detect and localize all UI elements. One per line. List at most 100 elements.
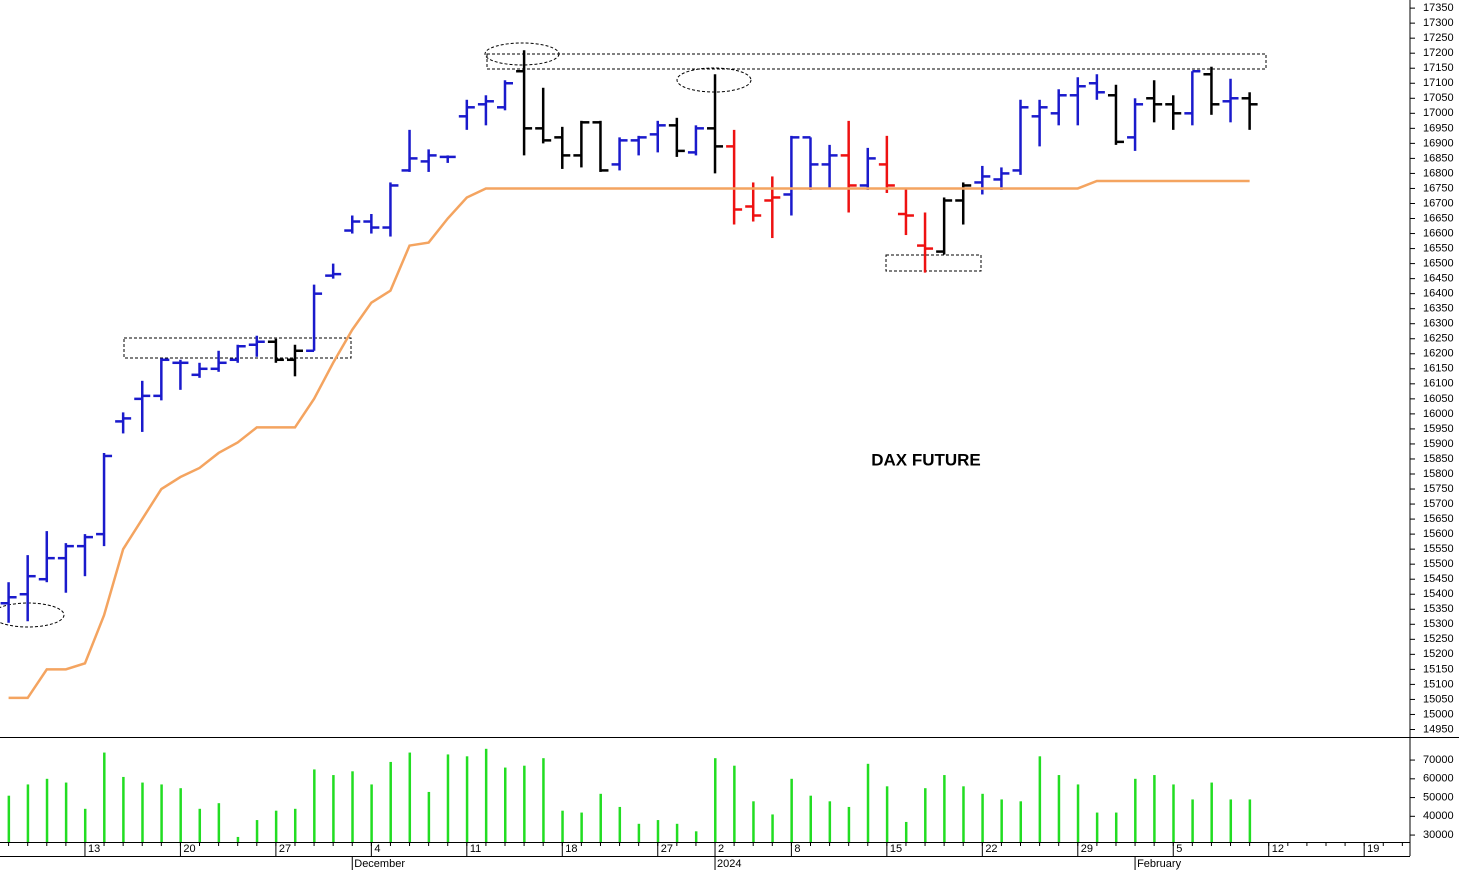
x-tick-label: 4 <box>374 843 380 855</box>
volume-bar <box>637 823 641 842</box>
volume-bar <box>236 836 240 842</box>
volume-bar <box>580 812 583 842</box>
volume-bar <box>771 814 774 842</box>
y-tick-label: 15750 <box>1423 483 1454 495</box>
y-tick-label: 15350 <box>1423 603 1454 615</box>
y-tick-label: 16400 <box>1423 288 1454 300</box>
y-tick-label: 17050 <box>1423 92 1454 104</box>
annotation-box <box>486 53 1267 70</box>
volume-bar <box>904 821 908 842</box>
y-tick-label: 15700 <box>1423 498 1454 510</box>
y-tick-label: 16550 <box>1423 242 1454 254</box>
volume-bar <box>1153 775 1156 842</box>
volume-bar <box>675 823 679 842</box>
y-tick-label: 17250 <box>1423 32 1454 44</box>
y-tick-label: 17300 <box>1423 17 1454 29</box>
y-tick-label: 50000 <box>1423 791 1454 803</box>
volume-bar <box>293 808 297 842</box>
y-tick-label: 16800 <box>1423 167 1454 179</box>
volume-bar <box>542 758 545 842</box>
x-tick-label: 27 <box>661 843 673 855</box>
volume-bar <box>714 758 717 842</box>
x-tick-label: 5 <box>1176 843 1182 855</box>
volume-bar <box>885 786 889 842</box>
volume-bar <box>523 765 526 842</box>
volume-bar <box>809 795 812 842</box>
volume-bar <box>313 769 316 842</box>
volume-bar <box>64 782 68 842</box>
volume-bar <box>160 784 163 842</box>
volume-bar <box>484 748 488 842</box>
volume-bar <box>599 793 602 842</box>
x-tick-label: 2 <box>718 843 724 855</box>
volume-bar <box>1019 801 1023 842</box>
chart-title: DAX FUTURE <box>871 450 981 469</box>
y-tick-label: 16150 <box>1423 363 1454 375</box>
volume-bar <box>427 791 431 842</box>
volume-bar <box>122 776 125 842</box>
volume-bar <box>255 820 259 842</box>
x-tick-label: 15 <box>890 843 902 855</box>
x-tick-label: 27 <box>279 843 291 855</box>
y-tick-label: 60000 <box>1423 773 1454 785</box>
volume-bar <box>1114 812 1118 842</box>
volume-bar <box>866 763 870 842</box>
y-tick-label: 17200 <box>1423 47 1454 59</box>
y-tick-label: 15000 <box>1423 708 1454 720</box>
volume-bar <box>828 801 832 842</box>
volume-bar <box>1000 799 1003 842</box>
volume-bar <box>1076 784 1080 842</box>
y-tick-label: 15500 <box>1423 558 1454 570</box>
x-tick-label: 18 <box>565 843 577 855</box>
annotation-ellipse <box>484 42 560 66</box>
volume-bar <box>924 788 927 842</box>
volume-bar <box>962 786 965 842</box>
volume-bar <box>179 788 182 842</box>
month-label: 2024 <box>717 858 741 870</box>
y-tick-label: 16250 <box>1423 333 1454 345</box>
volume-bar <box>7 795 11 842</box>
volume-bar <box>198 808 202 842</box>
volume-bar <box>733 765 736 842</box>
volume-bar <box>274 810 278 842</box>
y-tick-label: 16350 <box>1423 303 1454 315</box>
y-tick-label: 40000 <box>1423 810 1454 822</box>
volume-bar <box>694 831 698 842</box>
y-tick-label: 17350 <box>1423 2 1454 14</box>
volume-bar <box>351 771 354 842</box>
volume-bar <box>389 761 392 842</box>
x-tick-label: 8 <box>794 843 800 855</box>
y-tick-label: 16200 <box>1423 348 1454 360</box>
volume-bar <box>943 775 946 842</box>
y-tick-label: 17100 <box>1423 77 1454 89</box>
y-tick-label: 15650 <box>1423 513 1454 525</box>
volume-bar <box>981 793 984 842</box>
volume-bar <box>1134 778 1137 842</box>
y-tick-label: 16900 <box>1423 137 1454 149</box>
volume-bar <box>103 752 106 842</box>
y-tick-label: 30000 <box>1423 829 1454 841</box>
volume-bar <box>1057 775 1061 842</box>
volume-bar <box>752 801 755 842</box>
volume-bar <box>790 778 793 842</box>
x-tick-label: 13 <box>88 843 100 855</box>
volume-bar <box>1095 812 1099 842</box>
y-tick-label: 15200 <box>1423 648 1454 660</box>
y-tick-label: 16600 <box>1423 227 1454 239</box>
volume-bar <box>504 767 507 842</box>
volume-bar <box>141 782 144 842</box>
volume-bar <box>370 784 373 842</box>
x-tick-label: 20 <box>183 843 195 855</box>
y-tick-label: 16050 <box>1423 393 1454 405</box>
x-tick-label: 12 <box>1272 843 1284 855</box>
volume-bar <box>45 778 49 842</box>
volume-bar <box>26 784 30 842</box>
y-tick-label: 16850 <box>1423 152 1454 164</box>
y-tick-label: 17150 <box>1423 62 1454 74</box>
volume-bar <box>332 775 335 842</box>
volume-bar <box>408 752 412 842</box>
y-tick-label: 17000 <box>1423 107 1454 119</box>
average-line <box>8 179 1250 700</box>
y-tick-label: 16450 <box>1423 273 1454 285</box>
